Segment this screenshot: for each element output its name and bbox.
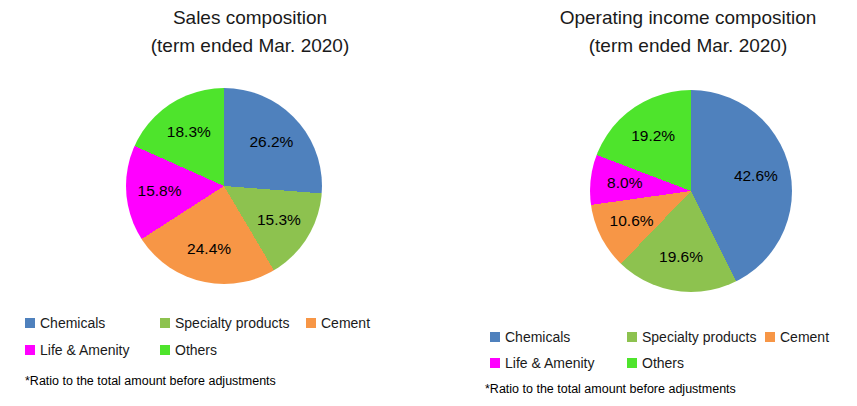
chart-title-line2: (term ended Mar. 2020) xyxy=(151,35,350,56)
legend-item-chemicals: Chemicals xyxy=(490,329,627,345)
legend-label: Cement xyxy=(780,329,829,345)
legend-label: Chemicals xyxy=(505,329,570,345)
slice-label-others: 18.3% xyxy=(167,123,211,141)
legend-label: Cement xyxy=(321,315,370,331)
chart-title-line1: Sales composition xyxy=(173,7,327,28)
slice-label-cement: 24.4% xyxy=(187,240,231,258)
chart-title-line2: (term ended Mar. 2020) xyxy=(589,35,788,56)
legend-item-cement: Cement xyxy=(765,329,829,345)
legend-swatch-icon xyxy=(25,318,35,328)
slice-label-cement: 10.6% xyxy=(610,212,654,230)
legend-swatch-icon xyxy=(306,318,316,328)
legend-item-specialty-products: Specialty products xyxy=(160,315,306,331)
legend-item-life-amenity: Life & Amenity xyxy=(25,342,160,358)
legend-swatch-icon xyxy=(25,345,35,355)
legend-swatch-icon xyxy=(160,345,170,355)
slice-label-specialty-products: 15.3% xyxy=(257,211,301,229)
sales-footnote: *Ratio to the total amount before adjust… xyxy=(25,374,276,388)
legend-label: Specialty products xyxy=(642,329,756,345)
legend-item-specialty-products: Specialty products xyxy=(627,329,765,345)
legend-item-chemicals: Chemicals xyxy=(25,315,160,331)
slice-label-others: 19.2% xyxy=(631,127,675,145)
chart-title-sales: Sales composition (term ended Mar. 2020) xyxy=(30,4,470,60)
legend-item-others: Others xyxy=(627,355,765,371)
legend-item-others: Others xyxy=(160,342,306,358)
sales-legend: Chemicals Specialty products Cement Life & … xyxy=(25,315,370,358)
legend-label: Others xyxy=(175,342,217,358)
chart-title-line1: Operating income composition xyxy=(560,7,817,28)
legend-item-cement: Cement xyxy=(306,315,370,331)
operating-income-footnote: *Ratio to the total amount before adjust… xyxy=(485,382,736,396)
legend-swatch-icon xyxy=(160,318,170,328)
slice-label-chemicals: 42.6% xyxy=(734,167,778,185)
slice-label-specialty-products: 19.6% xyxy=(659,248,703,266)
sales-pie: 26.2% 15.3% 24.4% 15.8% 18.3% xyxy=(126,88,322,284)
legend-item-life-amenity: Life & Amenity xyxy=(490,355,627,371)
slice-label-life-amenity: 8.0% xyxy=(607,174,642,192)
slice-label-life-amenity: 15.8% xyxy=(138,182,182,200)
legend-swatch-icon xyxy=(490,358,500,368)
legend-label: Chemicals xyxy=(40,315,105,331)
legend-swatch-icon xyxy=(490,332,500,342)
operating-income-legend: Chemicals Specialty products Cement Life & … xyxy=(490,329,829,371)
chart-title-operating-income: Operating income composition (term ended… xyxy=(468,4,857,60)
legend-swatch-icon xyxy=(627,332,637,342)
legend-label: Others xyxy=(642,355,684,371)
legend-swatch-icon xyxy=(765,332,775,342)
operating-income-pie: 42.6% 19.6% 10.6% 8.0% 19.2% xyxy=(590,90,792,292)
legend-label: Specialty products xyxy=(175,315,289,331)
legend-label: Life & Amenity xyxy=(505,355,595,371)
infographic-canvas: Sales composition (term ended Mar. 2020)… xyxy=(0,0,857,406)
legend-swatch-icon xyxy=(627,358,637,368)
legend-label: Life & Amenity xyxy=(40,342,130,358)
slice-label-chemicals: 26.2% xyxy=(249,133,293,151)
